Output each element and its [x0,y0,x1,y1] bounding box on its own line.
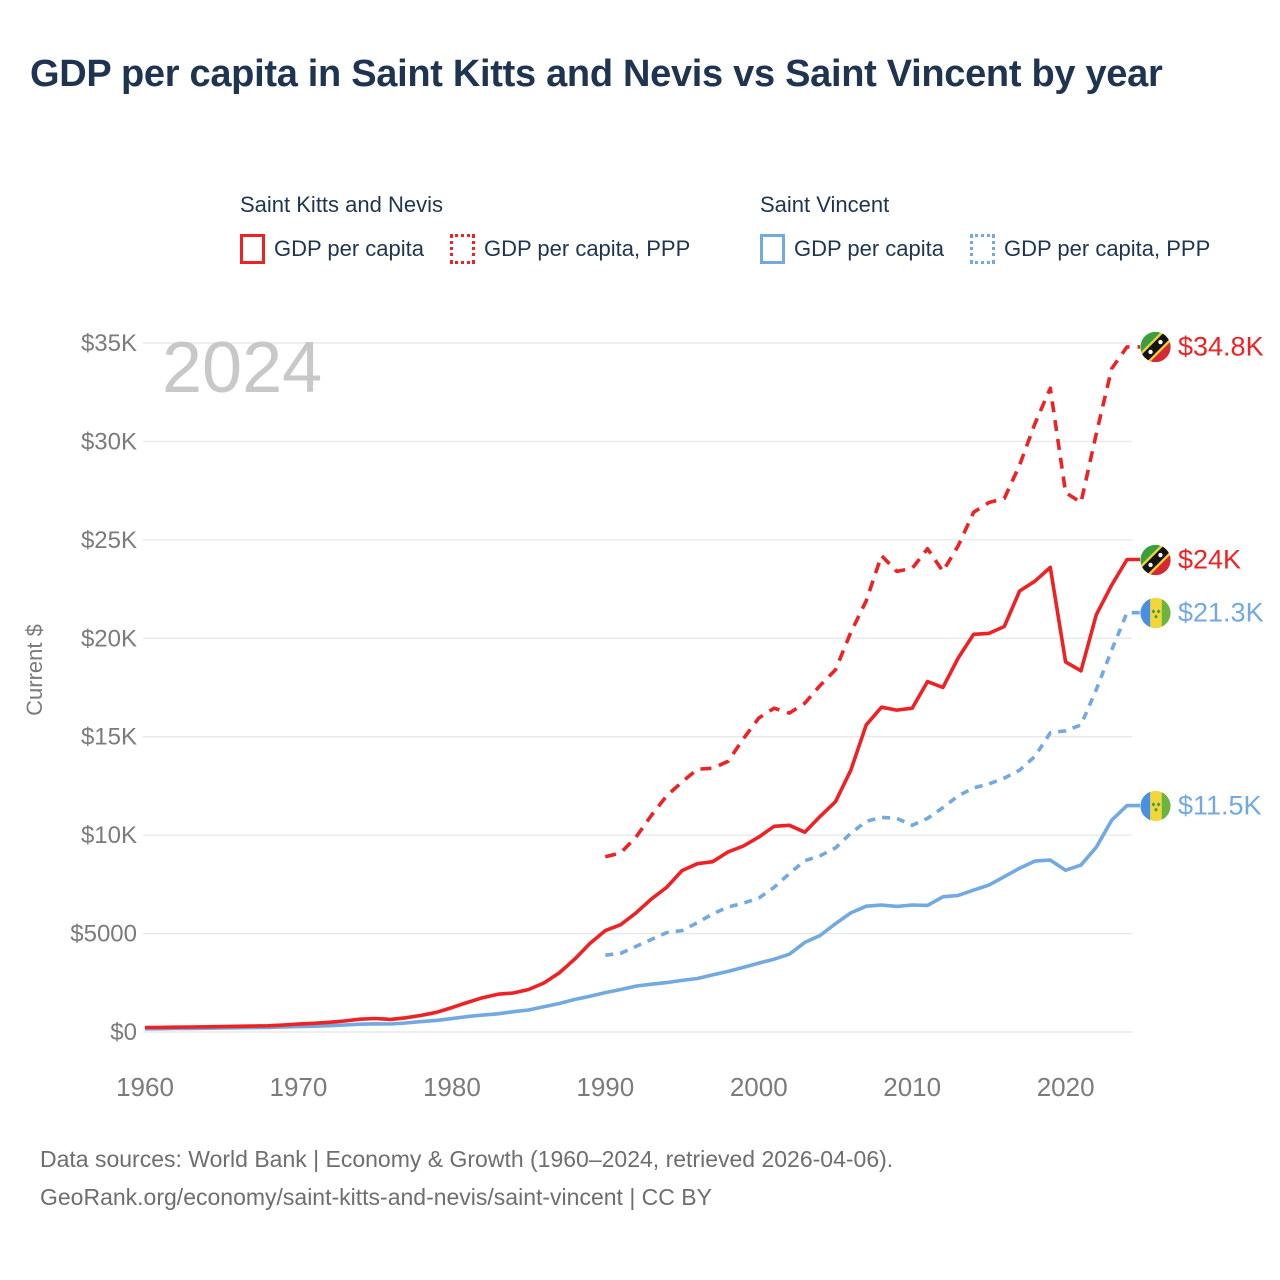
gridlines: $0 $5000 $10K $15K $20K $25K $30K $35K 1960 1970 1… [70,330,1132,1102]
end-label-sv-ppp: $21.3K [1140,597,1264,628]
red-solid-swatch-icon [240,234,265,264]
legend-item-label: GDP per capita, PPP [1004,236,1211,261]
footer-sources-line: Data sources: World Bank | Economy & Gro… [40,1146,894,1172]
end-label-sv-gdp: $11.5K [1140,790,1262,821]
blue-solid-swatch-icon [760,234,785,264]
x-tick-label: 2010 [883,1072,941,1102]
legend-item-label: GDP per capita, PPP [484,236,691,261]
legend-item-skn-gdp-ppp[interactable]: GDP per capita, PPP [450,234,690,264]
legend-group-saint-vincent: Saint Vincent GDP per capita GDP per cap… [760,192,1210,264]
series-line-skn-ppp[interactable] [604,345,1140,859]
y-tick-label: $0 [110,1019,137,1046]
legend-group-saint-kitts: Saint Kitts and Nevis GDP per capita GDP… [240,192,690,264]
y-tick-label: $30K [81,428,137,455]
series-line-sv-gdp[interactable] [144,803,1140,1031]
watermark-year: 2024 [162,328,322,408]
y-tick-label: $35K [81,330,137,357]
saint-kitts-nevis-flag-icon [1140,544,1171,575]
footer: Data sources: World Bank | Economy & Gro… [40,1140,893,1216]
blue-dotted-swatch-icon [970,234,996,264]
y-tick-label: $25K [81,527,137,554]
x-tick-label: 1970 [270,1072,328,1102]
legend-item-sv-gdp-ppp[interactable]: GDP per capita, PPP [970,234,1210,264]
saint-vincent-flag-icon [1140,597,1171,628]
legend-heading-saint-kitts: Saint Kitts and Nevis [240,192,443,217]
x-tick-label: 2020 [1037,1072,1095,1102]
y-tick-label: $5000 [70,921,137,948]
red-dotted-swatch-icon [450,234,476,264]
y-tick-label: $20K [81,625,137,652]
series-line-sv-ppp[interactable] [605,610,1140,957]
saint-vincent-flag-icon [1140,790,1171,821]
y-axis-title: Current $ [22,624,47,716]
end-value-label: $11.5K [1178,790,1262,821]
page-title: GDP per capita in Saint Kitts and Nevis … [30,53,1163,95]
end-value-label: $34.8K [1178,331,1264,362]
legend-item-label: GDP per capita [274,236,425,261]
legend-item-label: GDP per capita [794,236,945,261]
legend-heading-saint-vincent: Saint Vincent [760,192,890,217]
end-label-skn-gdp: $24K [1140,544,1241,575]
legend-item-sv-gdp[interactable]: GDP per capita [760,234,944,264]
x-tick-label: 1990 [576,1072,634,1102]
y-tick-label: $10K [81,822,137,849]
end-value-label: $21.3K [1178,597,1264,628]
saint-kitts-nevis-flag-icon [1140,331,1171,362]
end-label-skn-ppp: $34.8K [1140,331,1264,362]
y-tick-label: $15K [81,724,137,751]
x-tick-label: 1960 [116,1072,174,1102]
x-tick-label: 2000 [730,1072,788,1102]
end-value-label: $24K [1178,544,1242,574]
series-line-skn-gdp[interactable] [144,557,1140,1030]
legend-item-skn-gdp[interactable]: GDP per capita [240,234,424,264]
series-lines [144,345,1140,1031]
x-tick-label: 1980 [423,1072,481,1102]
footer-url-line: GeoRank.org/economy/saint-kitts-and-nevi… [40,1184,712,1210]
